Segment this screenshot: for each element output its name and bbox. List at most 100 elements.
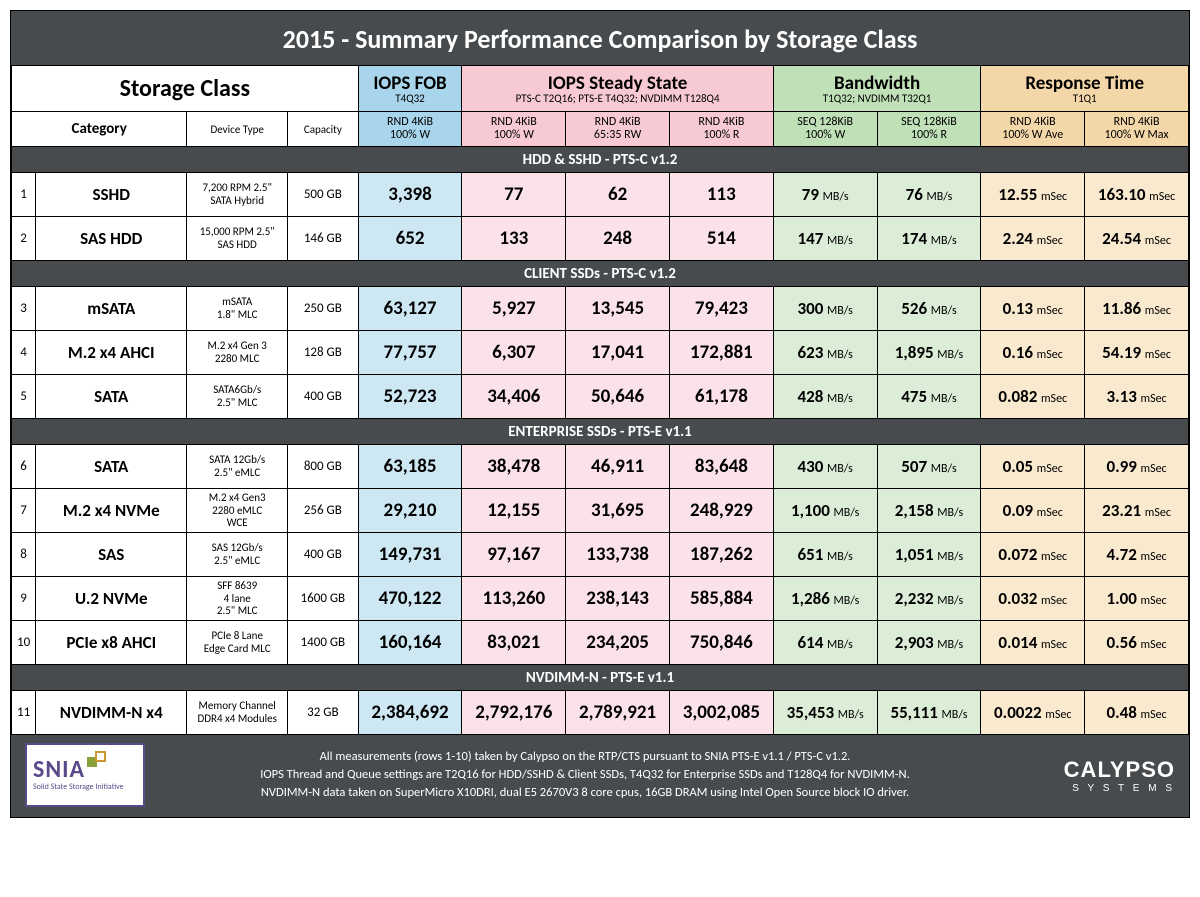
row-value-1: 34,406 [462, 375, 566, 419]
header-metric-5: SEQ 128KiB100% R [877, 112, 981, 147]
row-value-3: 750,846 [669, 621, 773, 665]
row-capacity: 500 GB [288, 173, 359, 217]
row-value-0: 52,723 [358, 375, 462, 419]
table-row: 7M.2 x4 NVMeM.2 x4 Gen32280 eMLCWCE256 G… [12, 489, 1189, 533]
row-value-2: 234,205 [566, 621, 670, 665]
row-value-6: 0.05 mSec [981, 445, 1085, 489]
row-value-6: 0.13 mSec [981, 287, 1085, 331]
row-number: 11 [12, 691, 36, 735]
snia-logo-text: SNIA [33, 755, 85, 784]
row-number: 4 [12, 331, 36, 375]
row-value-4: 147 MB/s [773, 217, 877, 261]
row-capacity: 128 GB [288, 331, 359, 375]
row-value-5: 2,903 MB/s [877, 621, 981, 665]
comparison-table-container: 2015 - Summary Performance Comparison by… [10, 10, 1190, 818]
row-value-3: 61,178 [669, 375, 773, 419]
row-value-4: 1,286 MB/s [773, 577, 877, 621]
table-row: 10PCIe x8 AHCIPCIe 8 LaneEdge Card MLC14… [12, 621, 1189, 665]
row-value-7: 23.21 mSec [1085, 489, 1189, 533]
comparison-table: Storage ClassIOPS FOBT4Q32IOPS Steady St… [11, 65, 1189, 735]
row-value-5: 1,895 MB/s [877, 331, 981, 375]
row-value-1: 12,155 [462, 489, 566, 533]
header-capacity: Capacity [288, 112, 359, 147]
header-metric-3: RND 4KiB100% R [669, 112, 773, 147]
row-device-type: SATA 12Gb/s2.5" eMLC [187, 445, 288, 489]
row-value-2: 133,738 [566, 533, 670, 577]
row-value-2: 46,911 [566, 445, 670, 489]
footer-line-3: NVDIMM-N data taken on SuperMicro X10DRI… [145, 784, 1025, 802]
row-value-6: 0.014 mSec [981, 621, 1085, 665]
row-value-4: 651 MB/s [773, 533, 877, 577]
row-value-4: 430 MB/s [773, 445, 877, 489]
header-group-2: BandwidthT1Q32; NVDIMM T32Q1 [773, 66, 981, 112]
row-value-7: 54.19 mSec [1085, 331, 1189, 375]
row-capacity: 1400 GB [288, 621, 359, 665]
row-value-0: 3,398 [358, 173, 462, 217]
row-device-type: SATA6Gb/s2.5" MLC [187, 375, 288, 419]
row-value-7: 163.10 mSec [1085, 173, 1189, 217]
footer: SNIA Solid State Storage Initiative All … [11, 735, 1189, 817]
row-number: 5 [12, 375, 36, 419]
row-value-6: 0.082 mSec [981, 375, 1085, 419]
row-value-7: 1.00 mSec [1085, 577, 1189, 621]
table-row: 6SATASATA 12Gb/s2.5" eMLC800 GB63,18538,… [12, 445, 1189, 489]
table-row: 8SASSAS 12Gb/s2.5" eMLC400 GB149,73197,1… [12, 533, 1189, 577]
row-capacity: 32 GB [288, 691, 359, 735]
row-number: 7 [12, 489, 36, 533]
row-capacity: 400 GB [288, 375, 359, 419]
row-device-type: SFF 86394 lane2.5" MLC [187, 577, 288, 621]
row-category: SSHD [36, 173, 187, 217]
section-header-2: ENTERPRISE SSDs - PTS-E v1.1 [12, 419, 1189, 445]
row-value-6: 0.16 mSec [981, 331, 1085, 375]
footer-line-2: IOPS Thread and Queue settings are T2Q16… [145, 766, 1025, 784]
row-value-2: 17,041 [566, 331, 670, 375]
row-category: mSATA [36, 287, 187, 331]
calypso-logo-text: CALYPSO [1064, 757, 1175, 782]
row-value-4: 1,100 MB/s [773, 489, 877, 533]
row-value-6: 0.032 mSec [981, 577, 1085, 621]
row-category: M.2 x4 AHCI [36, 331, 187, 375]
row-value-0: 2,384,692 [358, 691, 462, 735]
header-metric-4: SEQ 128KiB100% W [773, 112, 877, 147]
row-category: SAS HDD [36, 217, 187, 261]
table-row: 2SAS HDD15,000 RPM 2.5"SAS HDD146 GB6521… [12, 217, 1189, 261]
row-value-2: 50,646 [566, 375, 670, 419]
row-value-0: 63,185 [358, 445, 462, 489]
header-group-1: IOPS Steady StatePTS-C T2Q16; PTS-E T4Q3… [462, 66, 773, 112]
row-value-5: 55,111 MB/s [877, 691, 981, 735]
row-value-5: 526 MB/s [877, 287, 981, 331]
row-device-type: SAS 12Gb/s2.5" eMLC [187, 533, 288, 577]
row-value-2: 248 [566, 217, 670, 261]
row-value-2: 62 [566, 173, 670, 217]
row-category: PCIe x8 AHCI [36, 621, 187, 665]
row-value-5: 2,232 MB/s [877, 577, 981, 621]
row-value-7: 24.54 mSec [1085, 217, 1189, 261]
row-value-3: 113 [669, 173, 773, 217]
header-group-0: IOPS FOBT4Q32 [358, 66, 462, 112]
row-value-2: 13,545 [566, 287, 670, 331]
row-value-4: 614 MB/s [773, 621, 877, 665]
row-value-4: 623 MB/s [773, 331, 877, 375]
row-value-6: 0.09 mSec [981, 489, 1085, 533]
header-metric-7: RND 4KiB100% W Max [1085, 112, 1189, 147]
row-value-5: 1,051 MB/s [877, 533, 981, 577]
row-value-3: 3,002,085 [669, 691, 773, 735]
row-value-5: 174 MB/s [877, 217, 981, 261]
row-device-type: M.2 x4 Gen32280 eMLCWCE [187, 489, 288, 533]
row-device-type: 15,000 RPM 2.5"SAS HDD [187, 217, 288, 261]
table-row: 3mSATAmSATA1.8" MLC250 GB63,1275,92713,5… [12, 287, 1189, 331]
row-value-0: 652 [358, 217, 462, 261]
row-value-0: 77,757 [358, 331, 462, 375]
row-value-4: 35,453 MB/s [773, 691, 877, 735]
row-value-5: 507 MB/s [877, 445, 981, 489]
row-device-type: M.2 x4 Gen 32280 MLC [187, 331, 288, 375]
calypso-logo-subtext: S Y S T E M S [1025, 783, 1175, 794]
row-value-2: 31,695 [566, 489, 670, 533]
row-value-1: 113,260 [462, 577, 566, 621]
table-row: 11NVDIMM-N x4Memory ChannelDDR4 x4 Modul… [12, 691, 1189, 735]
calypso-logo: CALYPSO S Y S T E M S [1025, 757, 1175, 794]
row-value-0: 149,731 [358, 533, 462, 577]
row-number: 8 [12, 533, 36, 577]
row-value-7: 11.86 mSec [1085, 287, 1189, 331]
row-value-1: 5,927 [462, 287, 566, 331]
